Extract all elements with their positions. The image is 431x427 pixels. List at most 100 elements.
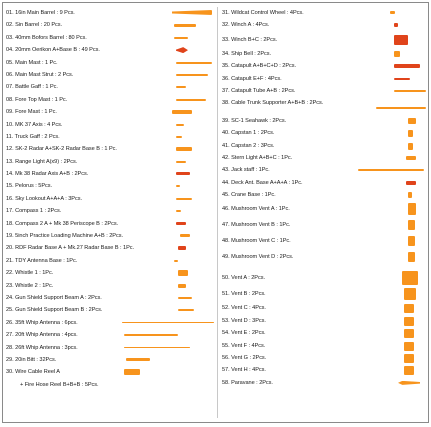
parts-list-sheet: 01. 16in Main Barrel : 9 Pcs. 02. Sin Ba…: [2, 2, 429, 423]
part-label: 30. Wire Cable Reel A: [6, 369, 60, 376]
part-label: 43. Jack staff : 1Pc.: [222, 167, 270, 174]
part-label: 46. Mushroom Vent A : 1Pc.: [222, 206, 290, 213]
list-item: 03. 40mm Bofors Barrel : 80 Pcs.: [6, 32, 214, 44]
gaff-part-icon: [176, 86, 186, 89]
seahawk-part-icon: [408, 117, 416, 124]
mushroom-vent-part-icon: [408, 220, 415, 231]
part-label: 26. 35ft Whip Antenna : 6pcs.: [6, 319, 78, 326]
part-label: 54. Vent E : 2Pcs.: [222, 330, 266, 337]
part-label: 31. Wildcat Control Wheel : 4Pcs.: [222, 10, 304, 16]
antenna-part-icon: [122, 321, 214, 324]
list-item: 58. Paravane : 2Pcs.: [222, 377, 427, 389]
list-item: 33. Winch B+C : 2Pcs.: [222, 32, 427, 48]
list-item: 23. Whistle 2 : 1Pc.: [6, 280, 214, 292]
beam-part-icon: [178, 296, 192, 299]
part-label: 40. Capstan 1 : 2Pcs.: [222, 130, 275, 137]
list-item: 01. 16in Main Barrel : 9 Pcs.: [6, 7, 214, 19]
list-item: 20. RDF Radar Base A + Mk.27 Radar Base …: [6, 242, 214, 254]
control-wheel-part-icon: [390, 11, 395, 14]
part-label: 10. MK 37 Axis : 4 Pcs.: [6, 121, 63, 128]
beam-part-icon: [178, 309, 194, 312]
part-label: 52. Vent C : 4Pcs.: [222, 305, 266, 312]
part-label: 55. Vent F : 4Pcs.: [222, 342, 266, 349]
part-label: + Fire Hose Reel B+B+B : 5Pcs.: [20, 381, 99, 388]
list-item: 17. Compass 1 : 2Pcs.: [6, 205, 214, 217]
list-item: 49. Mushroom Vent D : 2Pcs.: [222, 249, 427, 265]
part-label: 09. Fore Mast : 1 Pc.: [6, 109, 57, 116]
list-item: 38. Cable Trunk Supporter A+B+B : 2Pcs.: [222, 97, 427, 109]
part-label: 53. Vent D : 3Pcs.: [222, 317, 266, 324]
part-label: 03. 40mm Bofors Barrel : 80 Pcs.: [6, 34, 87, 41]
part-label: 16. Sky Lookout A+A+A : 3Pcs.: [6, 195, 82, 202]
part-label: 34. Ship Bell : 2Pcs.: [222, 50, 272, 57]
parts-column-right: 31. Wildcat Control Wheel : 4Pcs. 32. Wi…: [222, 7, 427, 389]
jack-staff-part-icon: [358, 169, 424, 172]
part-label: 14. Mk 38 Radar Axis A+B : 2Pcs.: [6, 171, 89, 178]
parts-column-left: 01. 16in Main Barrel : 9 Pcs. 02. Sin Ba…: [6, 7, 214, 391]
list-item: 37. Catapult Tube A+B : 2Pcs.: [222, 85, 427, 97]
vent-part-icon: [404, 304, 414, 314]
part-label: 49. Mushroom Vent D : 2Pcs.: [222, 254, 294, 261]
list-item: 43. Jack staff : 1Pc.: [222, 164, 427, 176]
mast-part-icon: [172, 110, 192, 115]
part-label: 44. Deck Ant. Base A+A+A : 1Pc.: [222, 179, 303, 186]
list-item: 41. Capstan 2 : 3Pcs.: [222, 140, 427, 152]
winch-part-icon: [394, 23, 398, 28]
antenna-part-icon: [124, 334, 178, 336]
vent-part-icon: [404, 316, 414, 326]
list-item: 13. Range Light A(x9) : 2Pcs.: [6, 156, 214, 168]
vent-part-icon: [404, 329, 414, 339]
cable-reel-part-icon: [124, 369, 140, 376]
part-label: 20. RDF Radar Base A + Mk.27 Radar Base …: [6, 245, 135, 252]
list-item: 04. 20mm Oerikon A+Base B : 49 Pcs.: [6, 44, 214, 56]
catapult-part-icon: [394, 64, 420, 69]
list-item: 19. 5inch Practice Loading Machine A+B :…: [6, 230, 214, 242]
gun-part-icon: [176, 47, 188, 54]
part-label: 25. Gun Shield Support Beam B : 2Pcs.: [6, 307, 103, 314]
list-item: 14. Mk 38 Radar Axis A+B : 2Pcs.: [6, 168, 214, 180]
part-label: 57. Vent H : 4Pcs.: [222, 367, 266, 374]
list-item: 21. TDY Antenna Base : 1Pc.: [6, 255, 214, 267]
compass-part-icon: [176, 221, 186, 225]
list-item: 53. Vent D : 3Pcs.: [222, 315, 427, 327]
part-label: 24. Gun Shield Support Beam A : 2Pcs.: [6, 294, 102, 301]
column-divider: [217, 7, 218, 418]
pelorus-part-icon: [176, 185, 180, 188]
part-label: 15. Pelorus : 5Pcs.: [6, 183, 52, 190]
list-item: 46. Mushroom Vent A : 1Pc.: [222, 201, 427, 217]
list-item: 05. Main Mast : 1 Pc.: [6, 57, 214, 69]
part-label: 47. Mushroom Vent B : 1Pc.: [222, 222, 291, 229]
list-item: 47. Mushroom Vent B : 1Pc.: [222, 217, 427, 233]
list-item: 52. Vent C : 4Pcs.: [222, 302, 427, 314]
bitt-part-icon: [126, 357, 150, 361]
part-label: 29. 20in Bitt : 32Pcs.: [6, 356, 57, 363]
list-item: 44. Deck Ant. Base A+A+A : 1Pc.: [222, 177, 427, 189]
list-item: 31. Wildcat Control Wheel : 4Pcs.: [222, 7, 427, 19]
light-part-icon: [176, 160, 186, 163]
barrel-part-icon: [174, 24, 196, 28]
antenna-base-part-icon: [406, 180, 416, 185]
part-label: 17. Compass 1 : 2Pcs.: [6, 208, 62, 215]
part-label: 23. Whistle 2 : 1Pc.: [6, 282, 54, 289]
list-item: 06. Main Mast Strut : 2 Pcs.: [6, 69, 214, 81]
part-label: 48. Mushroom Vent C : 1Pc.: [222, 238, 291, 245]
part-label: 01. 16in Main Barrel : 9 Pcs.: [6, 10, 75, 16]
list-item: 56. Vent G : 2Pcs.: [222, 352, 427, 364]
compass-part-icon: [176, 210, 181, 213]
part-label: 36. Catapult E+F : 4Pcs.: [222, 75, 282, 82]
vent-part-icon: [404, 354, 414, 364]
list-item: 42. Stern Light A+B+C : 1Pc.: [222, 152, 427, 164]
part-label: 39. SC-1 Seahawk : 2Pcs.: [222, 117, 287, 124]
part-label: 41. Capstan 2 : 3Pcs.: [222, 142, 275, 149]
vent-part-icon: [404, 288, 416, 301]
list-item: 34. Ship Bell : 2Pcs.: [222, 48, 427, 60]
part-label: 45. Crane Base : 1Pc.: [222, 192, 276, 199]
list-item: 24. Gun Shield Support Beam A : 2Pcs.: [6, 292, 214, 304]
vent-part-icon: [404, 366, 414, 376]
list-item: 12. SK-2 Radar A+SK-2 Radar Base B : 1 P…: [6, 143, 214, 155]
lookout-part-icon: [176, 197, 192, 200]
list-item: 32. Winch A : 4Pcs.: [222, 19, 427, 31]
list-item: 36. Catapult E+F : 4Pcs.: [222, 73, 427, 85]
winch-part-icon: [394, 34, 408, 45]
list-item: 55. Vent F : 4Pcs.: [222, 340, 427, 352]
